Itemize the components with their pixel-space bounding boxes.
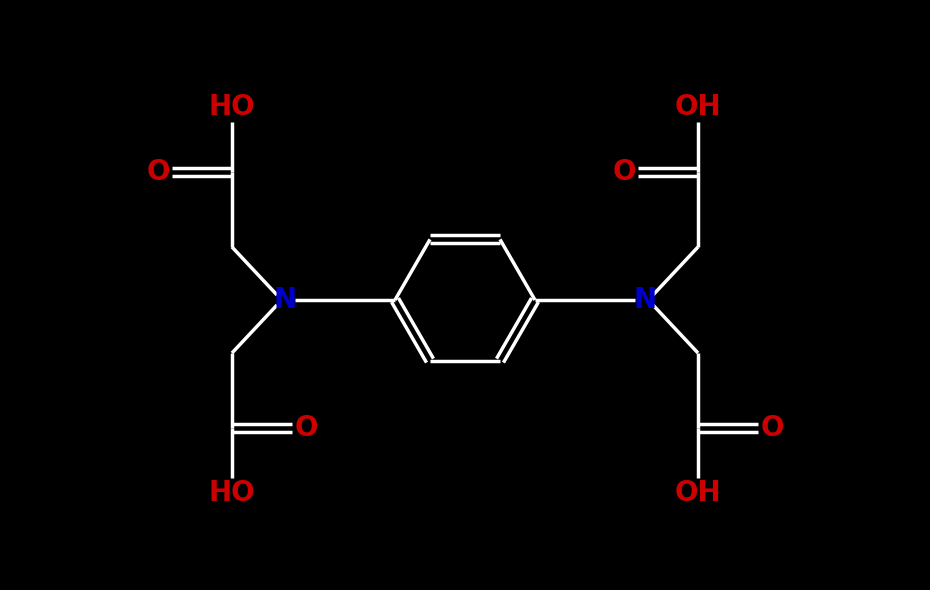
Text: N: N (273, 286, 297, 314)
Text: O: O (294, 414, 318, 442)
Text: HO: HO (208, 479, 255, 507)
Text: HO: HO (208, 93, 255, 121)
Text: O: O (146, 158, 169, 186)
Text: N: N (633, 286, 657, 314)
Text: O: O (612, 158, 636, 186)
Text: OH: OH (675, 479, 722, 507)
Text: O: O (761, 414, 784, 442)
Text: OH: OH (675, 93, 722, 121)
